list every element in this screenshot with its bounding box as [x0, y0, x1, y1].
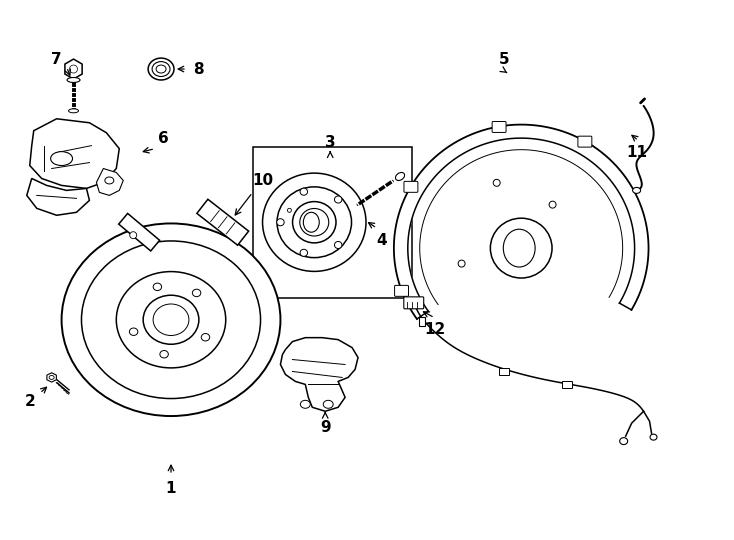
FancyBboxPatch shape	[578, 136, 592, 147]
Ellipse shape	[51, 152, 73, 166]
Ellipse shape	[300, 400, 310, 408]
Ellipse shape	[396, 172, 404, 180]
Bar	[562, 381, 572, 388]
Ellipse shape	[67, 78, 80, 83]
Ellipse shape	[263, 173, 366, 272]
FancyBboxPatch shape	[492, 122, 506, 132]
Polygon shape	[96, 168, 123, 195]
Ellipse shape	[619, 437, 628, 444]
Ellipse shape	[130, 232, 137, 239]
Ellipse shape	[300, 249, 308, 256]
Text: 4: 4	[377, 233, 388, 248]
Ellipse shape	[62, 224, 280, 416]
FancyBboxPatch shape	[404, 297, 424, 309]
Ellipse shape	[160, 350, 168, 358]
Ellipse shape	[153, 283, 161, 291]
Bar	[499, 368, 509, 375]
Ellipse shape	[303, 212, 319, 232]
Text: 12: 12	[424, 322, 446, 337]
Ellipse shape	[458, 260, 465, 267]
Ellipse shape	[143, 295, 199, 345]
Ellipse shape	[300, 188, 308, 195]
Ellipse shape	[335, 196, 342, 203]
Text: 5: 5	[499, 52, 509, 66]
Ellipse shape	[277, 219, 284, 226]
Ellipse shape	[288, 208, 291, 212]
Polygon shape	[119, 213, 160, 251]
Ellipse shape	[335, 241, 342, 248]
Bar	[418, 317, 425, 326]
Ellipse shape	[299, 208, 329, 236]
Ellipse shape	[153, 304, 189, 335]
Ellipse shape	[493, 179, 500, 186]
Text: 2: 2	[24, 394, 35, 409]
Polygon shape	[26, 179, 90, 215]
Ellipse shape	[105, 177, 114, 184]
Ellipse shape	[504, 229, 535, 267]
Ellipse shape	[293, 201, 336, 243]
Text: 6: 6	[158, 131, 168, 146]
Text: 10: 10	[252, 173, 273, 188]
Polygon shape	[280, 338, 358, 411]
Ellipse shape	[192, 289, 201, 296]
Text: 11: 11	[626, 145, 647, 160]
Ellipse shape	[201, 334, 210, 341]
Text: 3: 3	[325, 135, 335, 150]
Ellipse shape	[81, 241, 261, 399]
Text: 9: 9	[320, 420, 330, 435]
Ellipse shape	[549, 201, 556, 208]
Polygon shape	[394, 125, 649, 319]
Ellipse shape	[68, 109, 79, 113]
Ellipse shape	[116, 272, 226, 368]
Bar	[252, 147, 412, 298]
Ellipse shape	[152, 62, 170, 77]
Ellipse shape	[277, 187, 352, 258]
Polygon shape	[65, 59, 82, 79]
Text: 7: 7	[51, 52, 62, 66]
Polygon shape	[30, 119, 120, 188]
Polygon shape	[422, 152, 621, 303]
FancyBboxPatch shape	[404, 181, 418, 192]
Polygon shape	[197, 199, 249, 245]
FancyBboxPatch shape	[395, 285, 409, 296]
Ellipse shape	[70, 65, 78, 73]
Ellipse shape	[650, 434, 657, 440]
Ellipse shape	[490, 218, 552, 278]
Ellipse shape	[633, 187, 641, 193]
Ellipse shape	[156, 65, 166, 73]
Ellipse shape	[148, 58, 174, 80]
Polygon shape	[47, 373, 57, 382]
Text: 8: 8	[194, 62, 204, 77]
Ellipse shape	[129, 328, 138, 335]
Ellipse shape	[49, 375, 54, 380]
Text: 1: 1	[166, 481, 176, 496]
Ellipse shape	[323, 400, 333, 408]
